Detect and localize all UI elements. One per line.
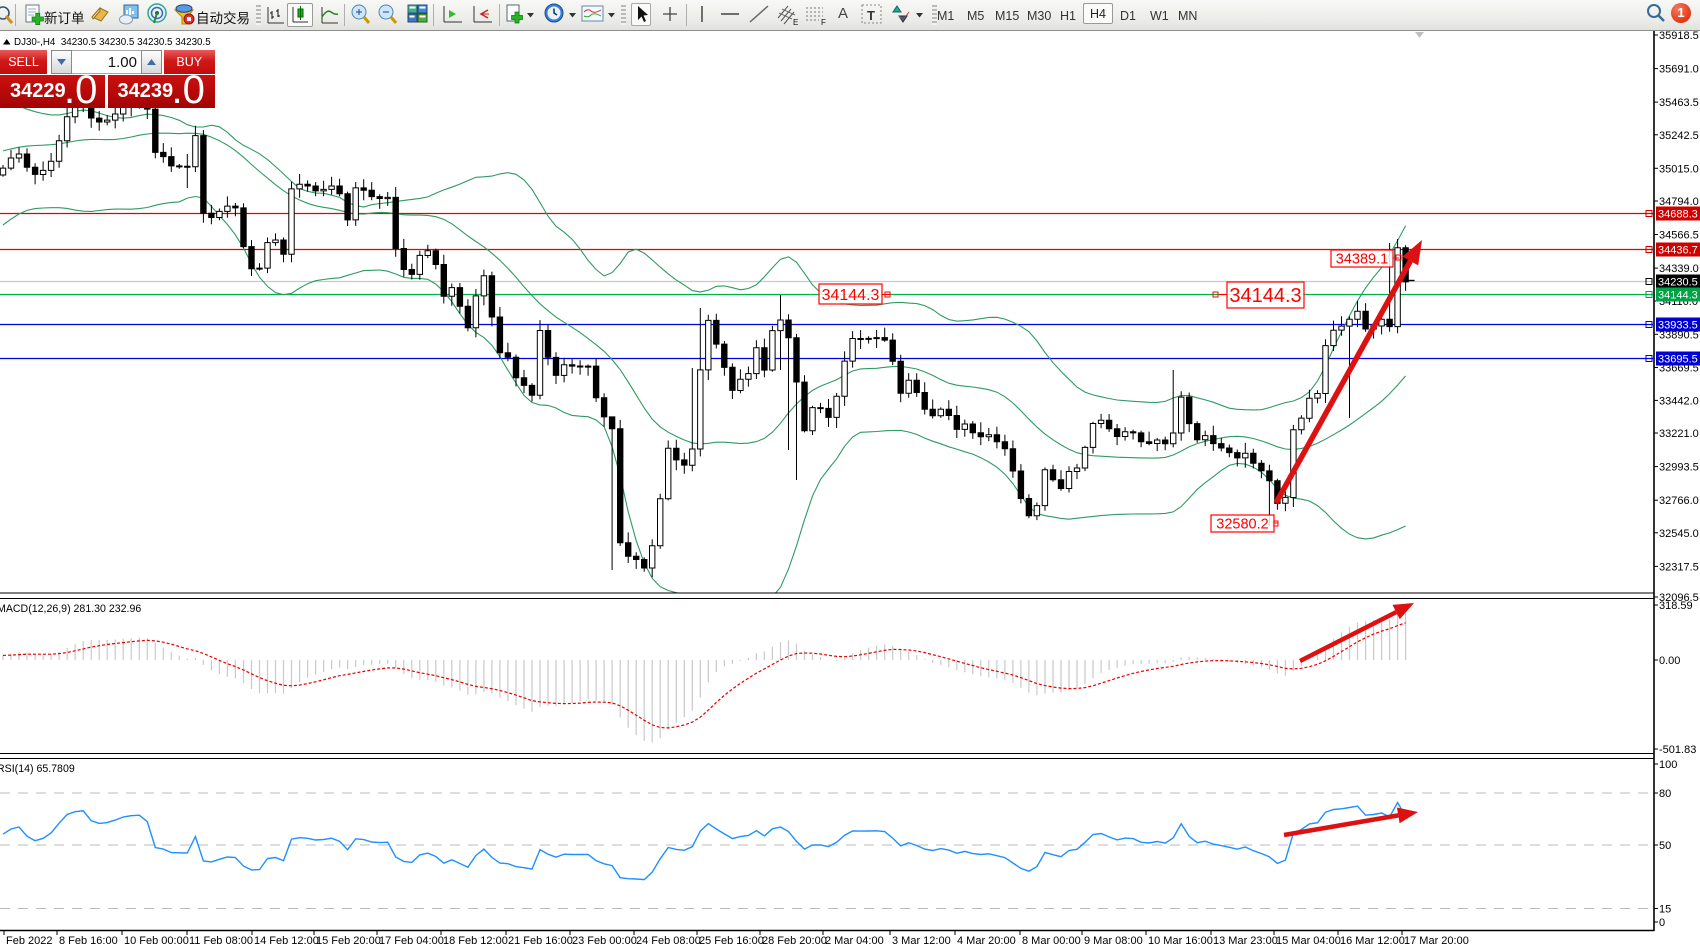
svg-text:MACD(12,26,9) 281.30 232.96: MACD(12,26,9) 281.30 232.96 [0, 603, 141, 615]
svg-text:50: 50 [1659, 840, 1671, 852]
svg-text:33442.0: 33442.0 [1659, 395, 1699, 407]
svg-text:F: F [821, 18, 826, 27]
svg-text:35691.0: 35691.0 [1659, 64, 1699, 76]
svg-text:17 Feb 04:00: 17 Feb 04:00 [379, 935, 444, 947]
svg-text:34144.3: 34144.3 [1229, 285, 1301, 307]
svg-text:Feb 2022: Feb 2022 [6, 935, 52, 947]
svg-text:15 Feb 20:00: 15 Feb 20:00 [316, 935, 381, 947]
svg-text:34566.5: 34566.5 [1659, 230, 1699, 242]
svg-text:24 Feb 08:00: 24 Feb 08:00 [636, 935, 701, 947]
svg-text:32580.2: 32580.2 [1216, 517, 1268, 533]
svg-text:13 Mar 23:00: 13 Mar 23:00 [1213, 935, 1278, 947]
svg-text:100: 100 [1659, 759, 1677, 771]
svg-text:15 Mar 04:00: 15 Mar 04:00 [1276, 935, 1341, 947]
svg-text:35015.0: 35015.0 [1659, 163, 1699, 175]
svg-text:35918.5: 35918.5 [1659, 30, 1699, 42]
svg-text:34144.3: 34144.3 [1658, 290, 1698, 302]
svg-text:33933.5: 33933.5 [1658, 320, 1698, 332]
svg-text:34794.0: 34794.0 [1659, 196, 1699, 208]
svg-text:18 Feb 12:00: 18 Feb 12:00 [443, 935, 508, 947]
svg-text:RSI(14) 65.7809: RSI(14) 65.7809 [0, 763, 75, 775]
svg-text:32545.0: 32545.0 [1659, 528, 1699, 540]
svg-text:34436.7: 34436.7 [1658, 245, 1698, 257]
svg-text:34230.5: 34230.5 [1658, 277, 1698, 289]
svg-text:34144.3: 34144.3 [822, 287, 880, 304]
svg-text:0: 0 [1659, 917, 1665, 929]
svg-text:DJ30-,H4 34230.5 34230.5 3423: DJ30-,H4 34230.5 34230.5 34230.5 34230.5 [14, 37, 211, 48]
svg-text:33695.5: 33695.5 [1658, 354, 1698, 366]
svg-text:21 Feb 16:00: 21 Feb 16:00 [508, 935, 573, 947]
svg-text:11 Feb 08:00: 11 Feb 08:00 [189, 935, 253, 947]
svg-text:-501.83: -501.83 [1659, 744, 1696, 756]
svg-text:9 Mar 08:00: 9 Mar 08:00 [1084, 935, 1143, 947]
svg-text:318.59: 318.59 [1659, 600, 1693, 612]
svg-text:8 Feb 16:00: 8 Feb 16:00 [59, 935, 118, 947]
svg-text:T: T [867, 8, 875, 23]
svg-text:3 Mar 12:00: 3 Mar 12:00 [892, 935, 951, 947]
svg-text:34389.1: 34389.1 [1336, 252, 1388, 268]
svg-text:23 Feb 00:00: 23 Feb 00:00 [572, 935, 637, 947]
svg-text:25 Feb 16:00: 25 Feb 16:00 [699, 935, 764, 947]
svg-text:32766.0: 32766.0 [1659, 495, 1699, 507]
svg-text:34339.0: 34339.0 [1659, 263, 1699, 275]
svg-text:35242.5: 35242.5 [1659, 130, 1699, 142]
svg-text:80: 80 [1659, 788, 1671, 800]
svg-text:10 Feb 00:00: 10 Feb 00:00 [124, 935, 189, 947]
svg-text:35463.5: 35463.5 [1659, 97, 1699, 109]
svg-text:8 Mar 00:00: 8 Mar 00:00 [1022, 935, 1081, 947]
svg-text:2 Mar 04:00: 2 Mar 04:00 [825, 935, 884, 947]
svg-text:33221.0: 33221.0 [1659, 428, 1699, 440]
svg-text:33890.5: 33890.5 [1659, 329, 1699, 341]
svg-text:4 Mar 20:00: 4 Mar 20:00 [957, 935, 1016, 947]
svg-text:17 Mar 20:00: 17 Mar 20:00 [1404, 935, 1469, 947]
svg-text:32993.5: 32993.5 [1659, 462, 1699, 474]
svg-text:10 Mar 16:00: 10 Mar 16:00 [1148, 935, 1213, 947]
svg-text:34688.3: 34688.3 [1658, 209, 1698, 221]
svg-text:E: E [793, 18, 798, 27]
svg-text:28 Feb 20:00: 28 Feb 20:00 [762, 935, 827, 947]
svg-text:14 Feb 12:00: 14 Feb 12:00 [254, 935, 319, 947]
svg-text:0.00: 0.00 [1659, 655, 1680, 667]
svg-text:15: 15 [1659, 904, 1671, 916]
svg-text:32317.5: 32317.5 [1659, 561, 1699, 573]
svg-text:32096.5: 32096.5 [1659, 592, 1699, 604]
svg-text:16 Mar 12:00: 16 Mar 12:00 [1340, 935, 1405, 947]
